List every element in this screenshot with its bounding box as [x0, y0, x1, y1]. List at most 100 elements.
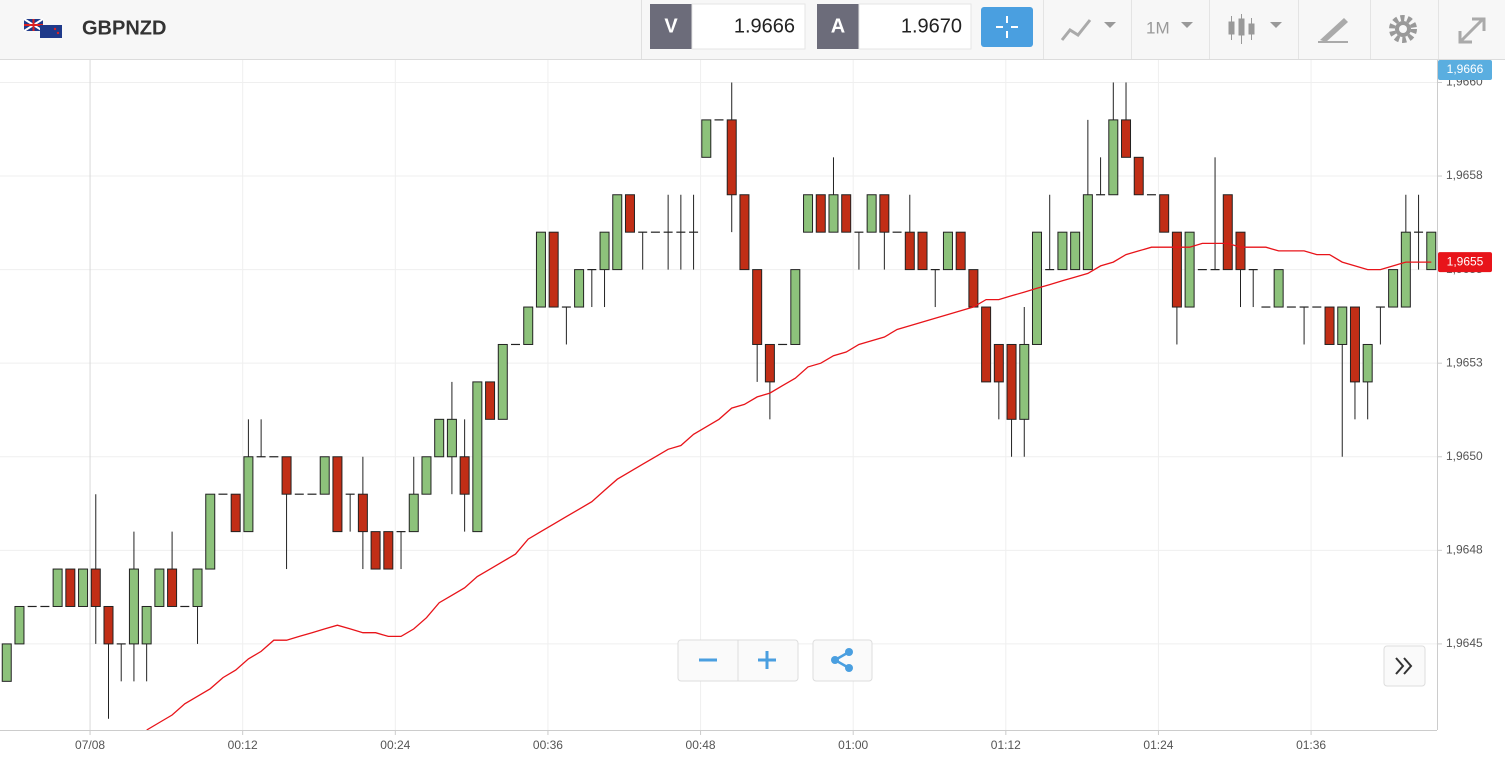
candle-body: [421, 456, 432, 495]
candle-body: [1057, 231, 1068, 271]
fullscreen-button[interactable]: [1458, 17, 1486, 44]
candle-body: [1349, 306, 1360, 383]
y-tick-label: 1,9650: [1446, 449, 1483, 463]
candle-body: [230, 493, 241, 533]
separator: [1131, 0, 1132, 59]
candle-body: [1006, 343, 1017, 420]
y-tick-label: 1,9653: [1446, 355, 1483, 369]
candle-body: [1222, 194, 1233, 271]
x-tick-label: 07/08: [75, 738, 105, 752]
chart-type-button[interactable]: [1060, 19, 1116, 41]
timeframe: 1M: [1146, 18, 1170, 37]
share-button[interactable]: [812, 639, 873, 682]
candle-body: [904, 231, 915, 271]
candle-style-button[interactable]: [1228, 14, 1282, 44]
buy-label: A: [831, 15, 845, 37]
candle-body: [955, 231, 966, 271]
candle-body: [472, 381, 483, 533]
top-price-label: 1,9666: [1447, 62, 1484, 76]
candle-body: [14, 605, 25, 645]
candle-body: [205, 493, 216, 570]
candle-body: [599, 231, 610, 271]
last-price-tag: 1,9655: [1438, 252, 1492, 273]
sell-price: 1.9666: [734, 15, 795, 37]
candle-body: [1362, 343, 1373, 383]
x-tick-label: 00:36: [533, 738, 563, 752]
candle-body: [154, 568, 165, 607]
candle-body: [523, 306, 534, 345]
candle-body: [790, 269, 801, 345]
zoom-in-button[interactable]: [758, 651, 776, 669]
x-tick-label: 01:00: [838, 738, 868, 752]
top-price-tag: 1,9666: [1438, 60, 1492, 80]
candle-body: [942, 231, 953, 271]
candle-body: [968, 269, 979, 308]
candle-body: [739, 194, 750, 271]
x-tick-label: 01:36: [1296, 738, 1326, 752]
candle-body: [1133, 156, 1144, 196]
draw-tool-button[interactable]: [1318, 18, 1348, 43]
candle-body: [1388, 269, 1399, 308]
last-price-tag-box: [1438, 252, 1492, 273]
last-price-label: 1,9655: [1447, 254, 1484, 268]
separator: [1043, 0, 1044, 59]
candle-body: [1108, 119, 1119, 196]
candle-body: [752, 269, 763, 345]
separator: [641, 0, 642, 59]
candle-body: [167, 568, 178, 607]
symbol: GBPNZD: [82, 17, 166, 39]
candle-body: [993, 343, 1004, 383]
candle-body: [764, 343, 775, 383]
candle-body: [52, 568, 63, 607]
candle-body: [1121, 119, 1132, 158]
x-tick-label: 01:24: [1143, 738, 1173, 752]
candle-body: [446, 418, 457, 458]
candle-body: [548, 231, 559, 308]
crosshair-button[interactable]: [981, 7, 1033, 47]
scroll-right-button[interactable]: [1383, 645, 1426, 687]
candle-body: [332, 456, 343, 533]
candle-body: [917, 231, 928, 271]
settings-button[interactable]: [1389, 15, 1417, 43]
candle-body: [841, 194, 852, 233]
candle-body: [803, 194, 814, 233]
candle-body: [1337, 306, 1348, 345]
buy-button[interactable]: A 1.9670: [817, 3, 972, 50]
candle-body: [281, 456, 292, 495]
candle-body: [357, 493, 368, 533]
separator: [1209, 0, 1210, 59]
candle-body: [78, 568, 89, 607]
candle-body: [1171, 231, 1182, 308]
candle-body: [1426, 231, 1437, 271]
candle-body: [1, 643, 12, 682]
zoom-controls: [677, 639, 799, 682]
x-tick-label: 00:24: [380, 738, 410, 752]
candle-body: [1070, 231, 1081, 271]
moving-average-line: [146, 242, 1432, 730]
candle-body: [981, 306, 992, 383]
candle-body: [815, 194, 826, 233]
candle-body: [1273, 269, 1284, 308]
candle-body: [459, 456, 470, 495]
candle-body: [383, 531, 394, 570]
candle-body: [1184, 231, 1195, 308]
candle-body: [726, 119, 737, 196]
candle-body: [497, 343, 508, 420]
candle-body: [1019, 343, 1030, 420]
separator: [1438, 0, 1439, 59]
y-tick-label: 1,9648: [1446, 543, 1483, 557]
candle-body: [103, 605, 114, 645]
candle-body: [1400, 231, 1411, 308]
candle-body: [1324, 306, 1335, 345]
candle-body: [434, 418, 445, 458]
y-tick-label: 1,9645: [1446, 636, 1483, 650]
candle-body: [128, 568, 139, 645]
candle-body: [828, 194, 839, 233]
candle-body: [485, 381, 496, 420]
x-tick-label: 00:12: [228, 738, 258, 752]
sell-button[interactable]: V 1.9666: [650, 3, 806, 50]
candle-body: [1159, 194, 1170, 233]
timeframe-button[interactable]: 1M: [1146, 18, 1193, 37]
